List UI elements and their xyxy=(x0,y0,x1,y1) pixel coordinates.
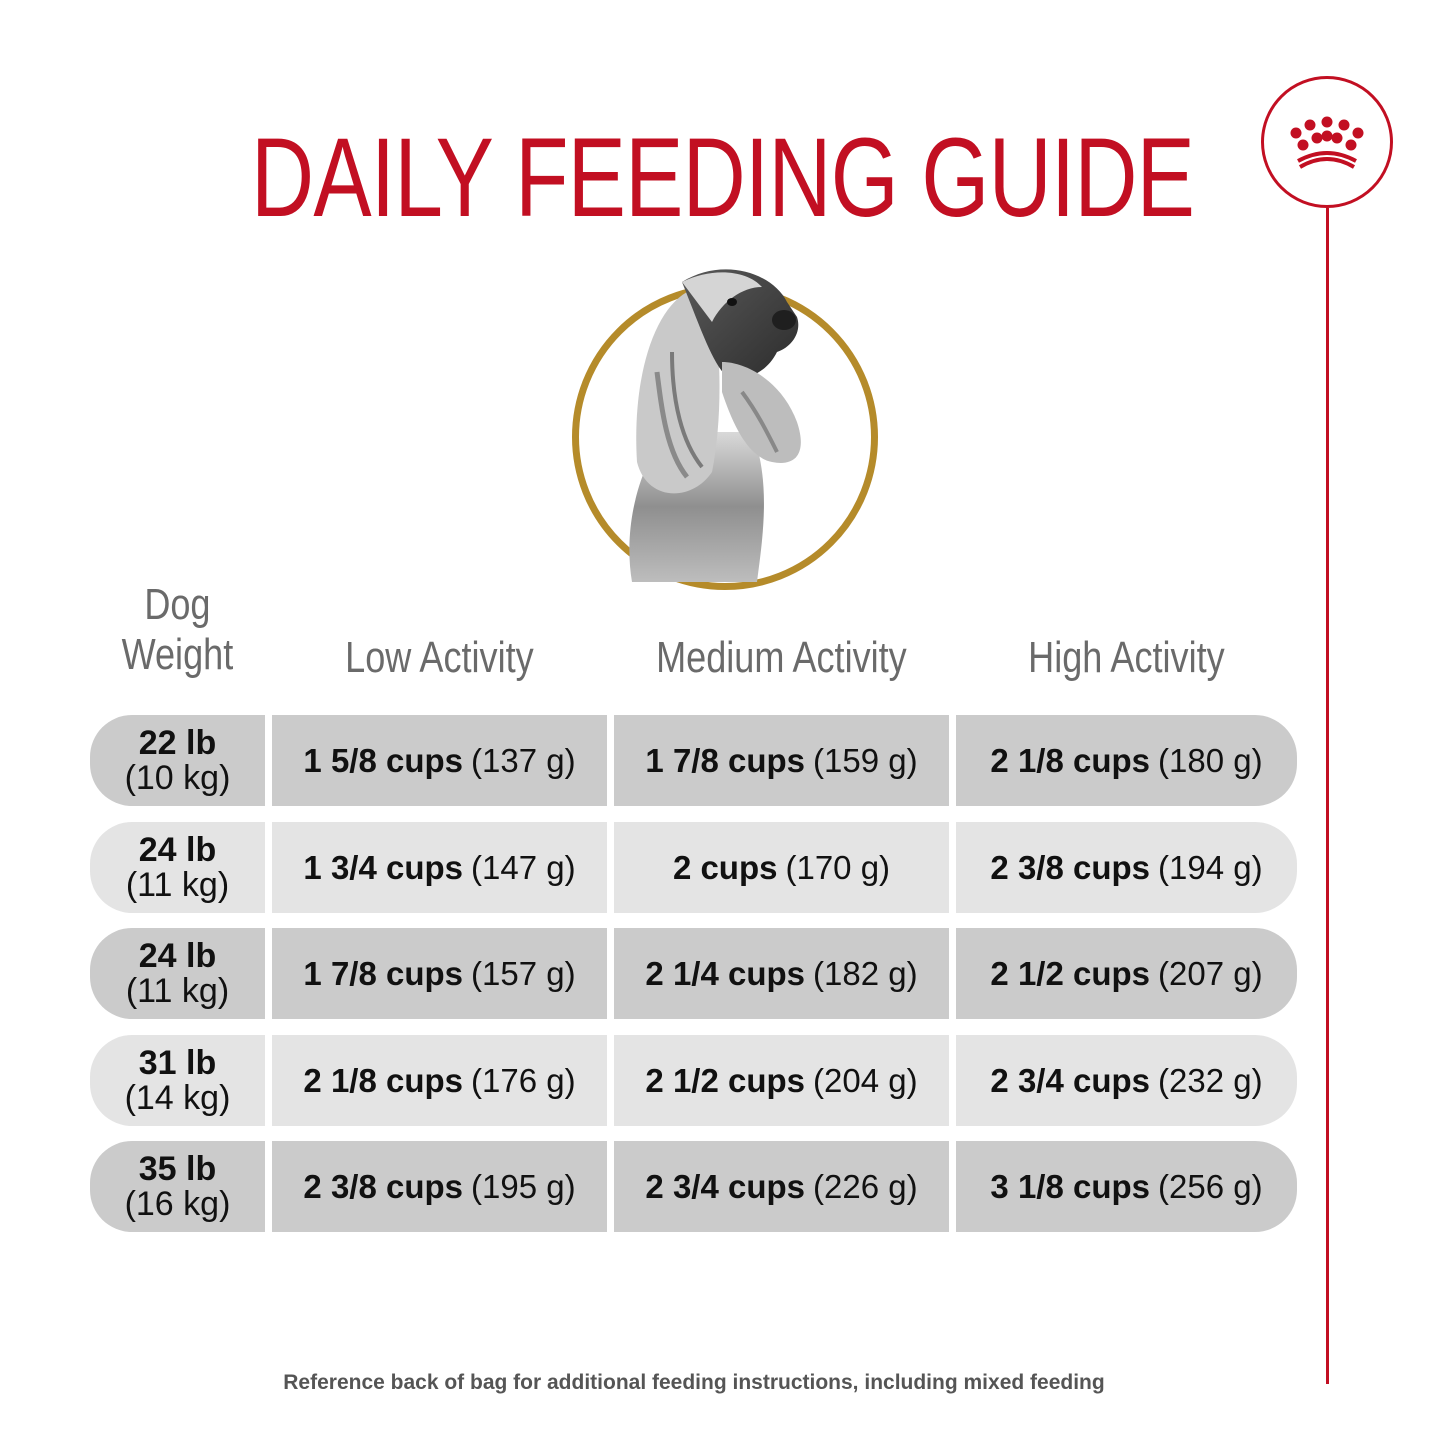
cups-amount: 2 3/4 cups xyxy=(645,1167,806,1205)
high-activity-cell: 2 3/8 cups (194 g) xyxy=(956,822,1297,913)
table-row: 31 lb (14 kg) 2 1/8 cups (176 g) 2 1/2 cu… xyxy=(90,1035,1297,1126)
weight-lb: 22 lb xyxy=(138,723,217,762)
brand-logo-badge xyxy=(1261,76,1393,208)
dog-illustration-icon xyxy=(629,269,801,582)
medium-activity-cell: 2 1/4 cups (182 g) xyxy=(614,928,949,1019)
cups-amount: 2 1/8 cups xyxy=(303,1061,464,1099)
cups-amount: 1 5/8 cups xyxy=(303,741,464,779)
grams-amount: (256 g) xyxy=(1158,1167,1263,1205)
grams-amount: (147 g) xyxy=(471,848,576,886)
medium-activity-cell: 1 7/8 cups (159 g) xyxy=(614,715,949,806)
cups-amount: 2 3/8 cups xyxy=(990,848,1151,886)
weight-cell: 22 lb (10 kg) xyxy=(90,715,265,806)
weight-cell: 24 lb (11 kg) xyxy=(90,822,265,913)
cups-amount: 2 1/2 cups xyxy=(645,1061,806,1099)
table-row: 24 lb (11 kg) 1 7/8 cups (157 g) 2 1/4 cu… xyxy=(90,928,1297,1019)
header-high-activity: High Activity xyxy=(1028,633,1225,682)
cups-amount: 2 1/4 cups xyxy=(645,954,806,992)
medium-activity-cell: 2 3/4 cups (226 g) xyxy=(614,1141,949,1232)
brand-vertical-line xyxy=(1326,208,1329,1384)
grams-amount: (176 g) xyxy=(471,1061,576,1099)
grams-amount: (194 g) xyxy=(1158,848,1263,886)
page-title: DAILY FEEDING GUIDE xyxy=(251,115,1195,240)
high-activity-cell: 2 1/2 cups (207 g) xyxy=(956,928,1297,1019)
header-low-activity: Low Activity xyxy=(345,633,534,682)
weight-lb: 24 lb xyxy=(138,830,217,869)
weight-lb: 31 lb xyxy=(138,1043,217,1082)
weight-kg: (16 kg) xyxy=(124,1184,231,1223)
header-medium-activity: Medium Activity xyxy=(656,633,907,682)
cups-amount: 2 3/8 cups xyxy=(303,1167,464,1205)
cups-amount: 2 1/8 cups xyxy=(990,741,1151,779)
header-dog-weight-line1: Dog xyxy=(144,580,211,629)
weight-cell: 24 lb (11 kg) xyxy=(90,928,265,1019)
grams-amount: (182 g) xyxy=(813,954,918,992)
cups-amount: 2 1/2 cups xyxy=(990,954,1151,992)
grams-amount: (207 g) xyxy=(1158,954,1263,992)
grams-amount: (159 g) xyxy=(813,741,918,779)
dog-portrait xyxy=(572,262,880,592)
grams-amount: (170 g) xyxy=(785,848,891,886)
table-row: 22 lb (10 kg) 1 5/8 cups (137 g) 1 7/8 cu… xyxy=(90,715,1297,806)
cups-amount: 3 1/8 cups xyxy=(990,1167,1151,1205)
cups-amount: 2 3/4 cups xyxy=(990,1061,1151,1099)
low-activity-cell: 2 3/8 cups (195 g) xyxy=(272,1141,607,1232)
cups-amount: 1 3/4 cups xyxy=(303,848,464,886)
weight-kg: (11 kg) xyxy=(125,865,230,904)
grams-amount: (180 g) xyxy=(1158,741,1263,779)
high-activity-cell: 2 1/8 cups (180 g) xyxy=(956,715,1297,806)
grams-amount: (232 g) xyxy=(1158,1061,1263,1099)
grams-amount: (157 g) xyxy=(471,954,576,992)
grams-amount: (226 g) xyxy=(813,1167,918,1205)
table-row: 24 lb (11 kg) 1 3/4 cups (147 g) 2 cups (1… xyxy=(90,822,1297,913)
cups-amount: 1 7/8 cups xyxy=(645,741,806,779)
weight-lb: 24 lb xyxy=(138,936,217,975)
footnote: Reference back of bag for additional fee… xyxy=(283,1371,1105,1394)
grams-amount: (137 g) xyxy=(471,741,576,779)
low-activity-cell: 2 1/8 cups (176 g) xyxy=(272,1035,607,1126)
high-activity-cell: 3 1/8 cups (256 g) xyxy=(956,1141,1297,1232)
high-activity-cell: 2 3/4 cups (232 g) xyxy=(956,1035,1297,1126)
medium-activity-cell: 2 1/2 cups (204 g) xyxy=(614,1035,949,1126)
header-dog-weight: Dog Weight xyxy=(106,580,250,680)
low-activity-cell: 1 3/4 cups (147 g) xyxy=(272,822,607,913)
cups-amount: 1 7/8 cups xyxy=(303,954,464,992)
weight-cell: 35 lb (16 kg) xyxy=(90,1141,265,1232)
low-activity-cell: 1 5/8 cups (137 g) xyxy=(272,715,607,806)
weight-kg: (14 kg) xyxy=(124,1078,231,1117)
medium-activity-cell: 2 cups (170 g) xyxy=(614,822,949,913)
weight-kg: (10 kg) xyxy=(124,758,231,797)
grams-amount: (195 g) xyxy=(471,1167,576,1205)
header-dog-weight-line2: Weight xyxy=(121,630,234,679)
table-row: 35 lb (16 kg) 2 3/8 cups (195 g) 2 3/4 cu… xyxy=(90,1141,1297,1232)
weight-lb: 35 lb xyxy=(138,1149,217,1188)
cups-amount: 2 cups xyxy=(672,848,778,886)
crown-icon xyxy=(1290,116,1364,169)
grams-amount: (204 g) xyxy=(813,1061,918,1099)
weight-kg: (11 kg) xyxy=(125,971,230,1010)
weight-cell: 31 lb (14 kg) xyxy=(90,1035,265,1126)
low-activity-cell: 1 7/8 cups (157 g) xyxy=(272,928,607,1019)
